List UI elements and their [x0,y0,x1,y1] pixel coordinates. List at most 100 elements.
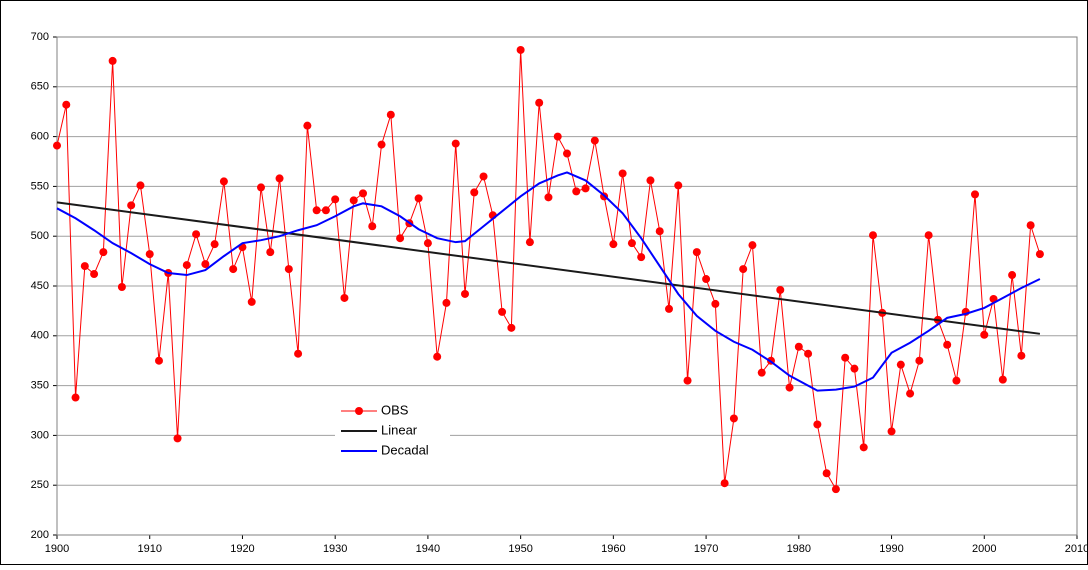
data-point [692,248,701,257]
data-point [535,98,544,107]
data-point [470,188,479,197]
data-point [312,206,321,215]
data-point [201,260,210,269]
legend-label: OBS [381,402,409,417]
data-point [284,265,293,274]
data-point [637,253,646,262]
y-tick-label: 300 [31,429,49,441]
data-point [720,479,729,488]
data-point [683,376,692,385]
data-point [859,443,868,452]
data-point [887,427,896,436]
data-point [349,196,358,205]
y-tick-label: 450 [31,280,49,292]
data-point [275,174,284,183]
y-tick-label: 200 [31,529,49,541]
data-point [266,248,275,257]
data-point [479,172,488,181]
data-point [192,230,201,239]
data-point [71,393,80,402]
series-line [56,171,1041,392]
data-point [794,342,803,351]
legend-marker [355,407,363,415]
x-tick-label: 1910 [137,543,161,555]
y-tick-label: 500 [31,230,49,242]
data-point [414,194,423,203]
data-point [971,190,979,199]
x-tick-label: 1930 [323,543,347,555]
data-point [219,177,228,186]
x-tick-label: 1990 [879,543,903,555]
data-point [99,248,108,257]
data-point [303,121,312,130]
data-point [108,56,117,65]
y-tick-label: 550 [31,180,49,192]
x-tick-label: 1960 [601,543,625,555]
data-point [618,169,627,178]
data-point [507,323,516,332]
data-point [182,261,191,270]
data-point [386,110,395,119]
data-point [785,383,794,392]
data-point [850,364,859,373]
y-tick-label: 350 [31,380,49,392]
x-tick-label: 1940 [416,543,440,555]
data-point [210,240,219,249]
data-point [998,375,1007,384]
data-point [915,356,924,365]
data-point [804,349,813,358]
x-tick-label: 2000 [972,543,996,555]
data-point [711,299,720,308]
data-point [145,250,154,259]
data-point [62,100,71,109]
data-point [229,265,238,274]
data-point [553,132,562,141]
data-point [127,201,136,210]
x-tick-label: 1970 [694,543,718,555]
data-point [590,136,599,145]
data-point [609,240,618,249]
data-point [461,289,469,298]
series-line [56,201,1041,335]
data-point [627,239,636,248]
data-point [869,231,877,240]
data-point [729,414,738,423]
data-point [563,149,571,158]
data-point [294,349,303,358]
data-point [331,195,340,204]
data-point [831,485,840,494]
data-point [841,353,850,362]
data-point [952,376,961,385]
data-point [423,239,432,248]
x-tick-label: 1920 [230,543,254,555]
x-tick-label: 1900 [45,543,69,555]
data-point [451,139,460,148]
data-point [544,193,553,202]
data-point [980,330,989,339]
data-point [665,304,673,313]
data-point [117,282,126,291]
y-tick-label: 700 [31,31,49,43]
data-point [776,285,785,294]
data-point [136,181,145,190]
plot-area [56,36,1078,536]
data-point [90,270,99,279]
x-tick-label: 2010 [1065,543,1088,555]
legend-label: Linear [381,422,418,437]
data-point [516,45,525,54]
y-tick-label: 650 [31,81,49,93]
data-point [321,206,330,215]
data-point [1026,221,1035,230]
data-point [757,368,766,377]
data-point [748,241,757,250]
data-point [442,298,451,307]
data-point [739,265,748,274]
data-point [173,434,182,443]
data-point [1017,351,1026,360]
data-point [1008,271,1017,280]
y-tick-label: 600 [31,131,49,143]
data-point [396,234,405,243]
data-point [155,356,163,365]
